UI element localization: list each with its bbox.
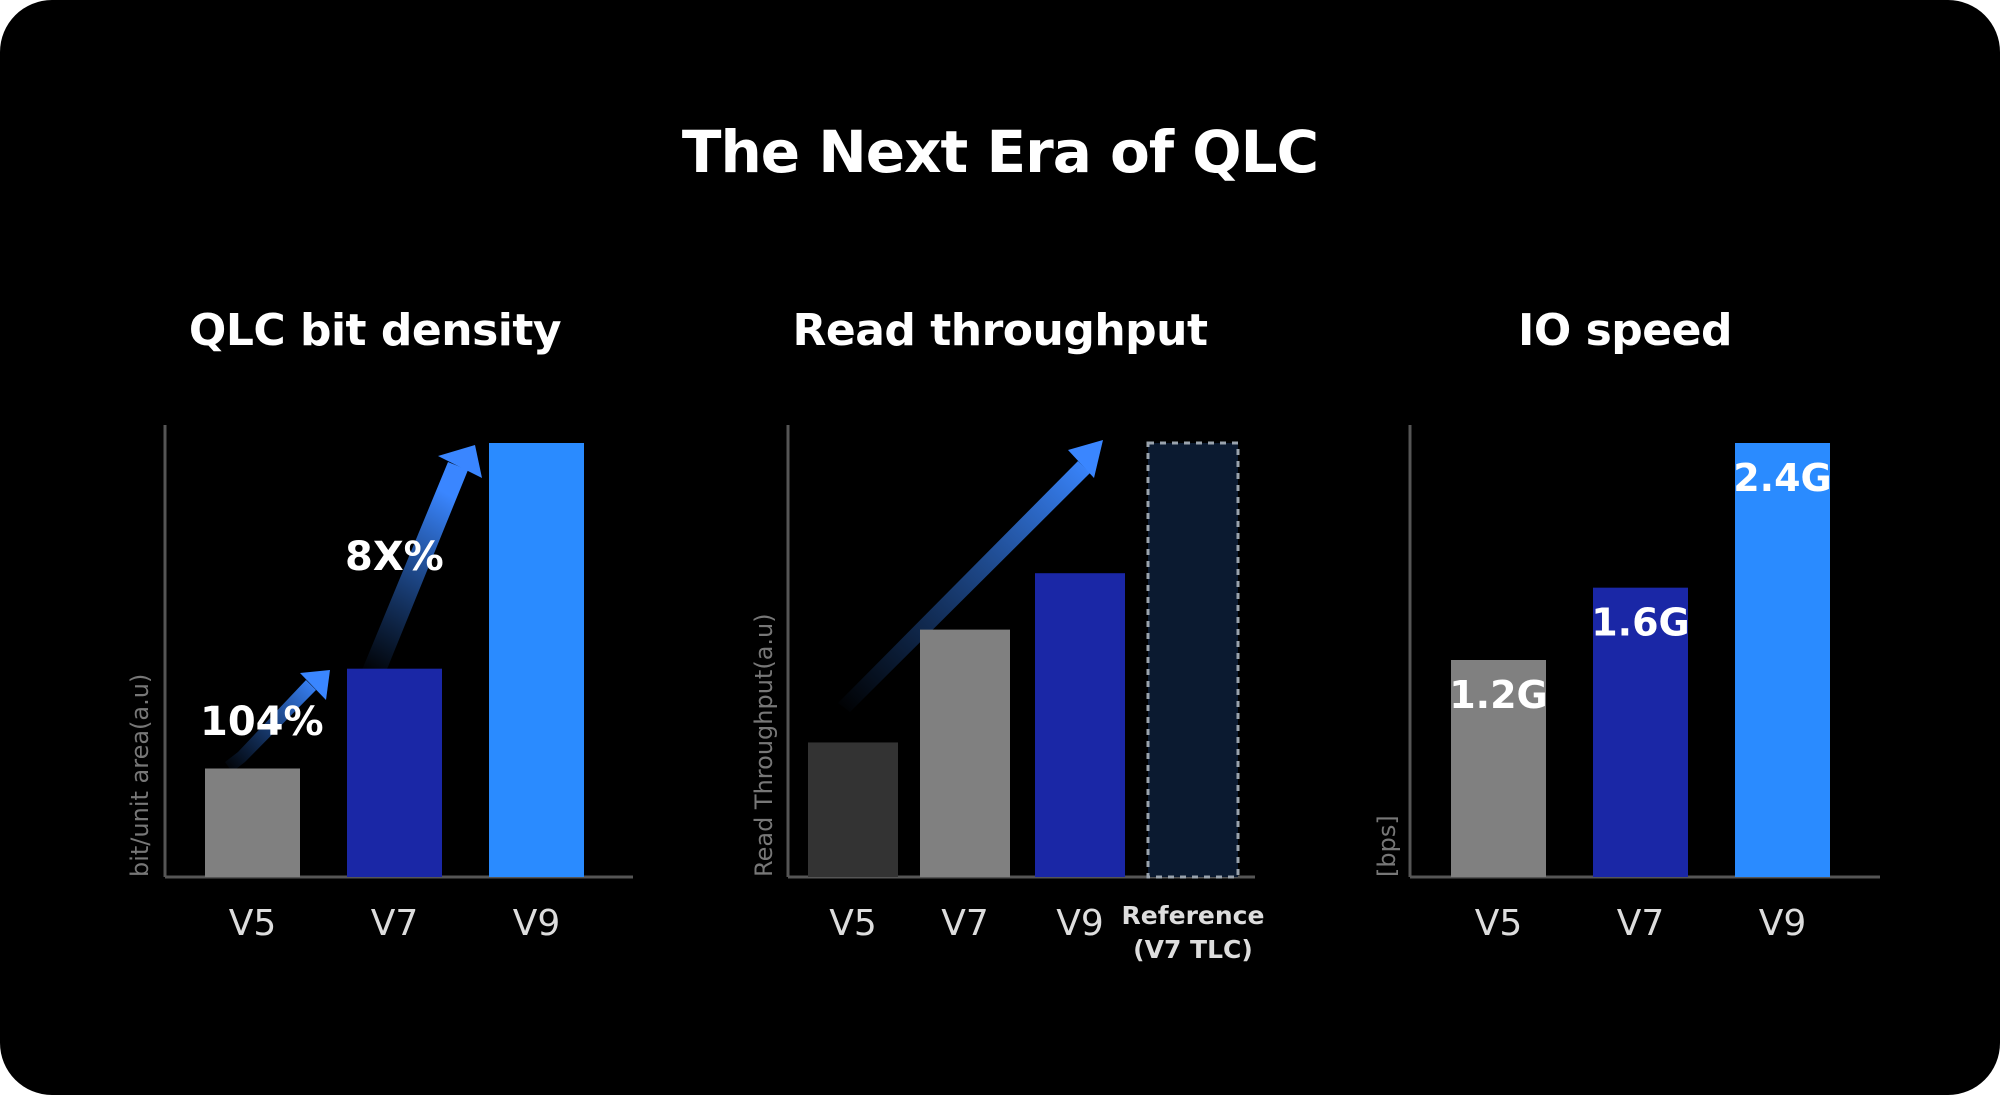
- tick-label: V7: [1617, 903, 1665, 944]
- trend-arrow-throughput-shaft: [838, 461, 1090, 712]
- trend-arrow-v7-v9-shaft: [362, 462, 468, 674]
- tick-label: V9: [1759, 903, 1807, 944]
- chart-panel-3: [bps] V5 1.2G V7 1.6G V9 2.4G: [1373, 425, 1880, 944]
- y-axis-label: Read Throughput(a.u): [750, 613, 778, 877]
- trend-arrow-v5-v7-head: [300, 670, 330, 700]
- tick-label: V9: [513, 903, 561, 944]
- tick-label: V7: [941, 903, 989, 944]
- chart-panel-1: bit/unit area(a.u) V5 V7 V9: [126, 425, 633, 944]
- bar-v5: [1451, 660, 1546, 877]
- bar-v9: [1035, 573, 1125, 877]
- tick-label: (V7 TLC): [1133, 935, 1253, 964]
- bar-v7: [1593, 587, 1688, 877]
- bar-v9: [489, 443, 584, 877]
- panel-title-bit-density: QLC bit density: [188, 305, 562, 356]
- trend-arrow-v5-v7: [225, 670, 330, 772]
- y-axis-label: bit/unit area(a.u): [126, 674, 154, 877]
- data-label: 1.6G: [1591, 601, 1690, 645]
- bar-v9: [1735, 443, 1830, 877]
- trend-arrow-throughput: [838, 440, 1103, 712]
- trend-arrows: 104% 8X%: [200, 440, 1103, 772]
- bar-v7: [347, 668, 442, 877]
- tick-label: V5: [829, 903, 877, 944]
- panel-title-io-speed: IO speed: [1518, 305, 1732, 356]
- panel-title-read-throughput: Read throughput: [792, 305, 1208, 356]
- trend-arrow-v7-v9-head: [438, 445, 482, 478]
- tick-label: Reference: [1122, 901, 1265, 930]
- trend-arrow-throughput-head: [1068, 440, 1103, 478]
- tick-label: V9: [1056, 903, 1104, 944]
- bar-v5: [808, 742, 898, 877]
- trend-arrow-v7-v9: [362, 445, 482, 674]
- chart-panel-2: Read Throughput(a.u) V5 V7 V9 Reference (V7 T…: [750, 425, 1264, 964]
- data-label: 2.4G: [1733, 456, 1832, 500]
- data-label: 1.2G: [1449, 673, 1548, 717]
- main-title: The Next Era of QLC: [681, 118, 1319, 186]
- tick-label: V7: [371, 903, 419, 944]
- tick-label: V5: [229, 903, 277, 944]
- bar-v5: [205, 768, 300, 877]
- y-axis-label: [bps]: [1373, 815, 1401, 877]
- bar-v7: [920, 629, 1010, 877]
- trend-arrow-v5-v7-shaft: [225, 680, 316, 772]
- tick-label: V5: [1475, 903, 1523, 944]
- annotation-104pct: 104%: [200, 699, 324, 745]
- annotation-8x: 8X%: [345, 534, 444, 580]
- reference-bar: [1146, 441, 1240, 879]
